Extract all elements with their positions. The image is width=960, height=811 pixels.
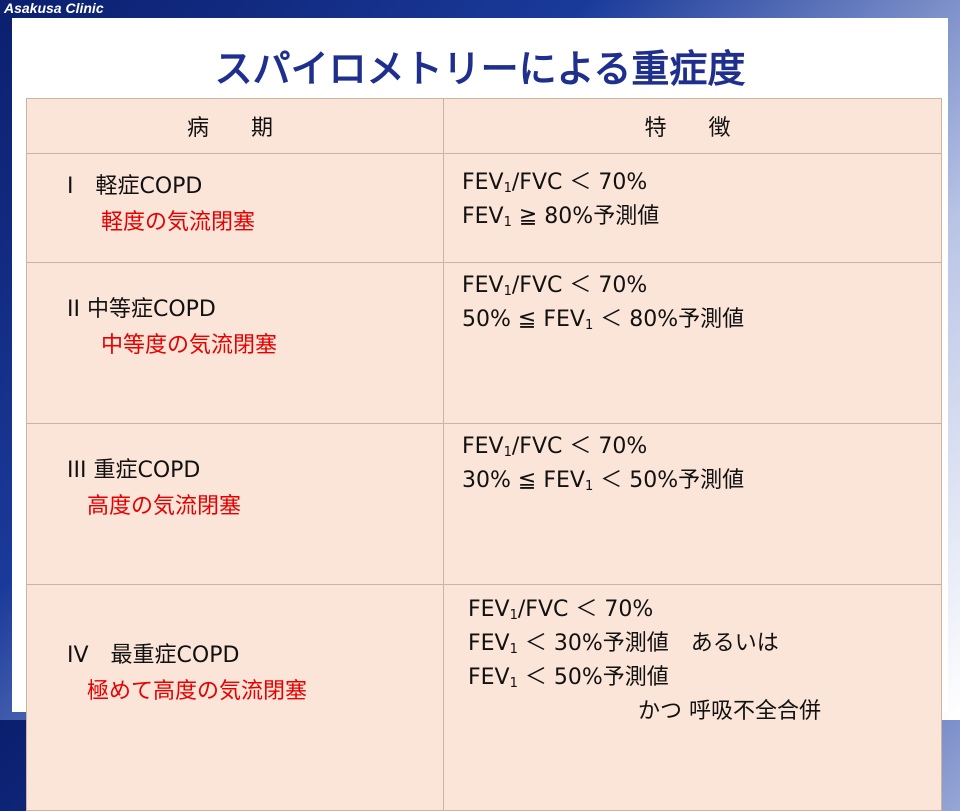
stage-label: III 重症COPD	[67, 458, 201, 483]
stage-label: IV 最重症COPD	[67, 643, 240, 668]
criteria-line: FEV1 ＜ 50%予測値	[468, 665, 669, 691]
criteria-cell: FEV1/FVC ＜ 70% 30% ≦ FEV1 ＜ 50%予測値	[443, 423, 942, 585]
severity-label: 高度の気流閉塞	[87, 494, 242, 519]
clinic-name: Asakusa Clinic	[4, 0, 104, 16]
criteria-line: 30% ≦ FEV1 ＜ 50%予測値	[462, 468, 745, 494]
criteria-line: FEV1/FVC ＜ 70%	[462, 273, 648, 299]
slide: スパイロメトリーによる重症度 病 期 特 徴 I 軽症COPD 軽度の気流閉塞 …	[12, 18, 948, 811]
severity-label: 軽度の気流閉塞	[101, 210, 256, 235]
stage-cell: IV 最重症COPD 極めて高度の気流閉塞	[26, 584, 444, 811]
table-row: I 軽症COPD 軽度の気流閉塞 FEV1/FVC ＜ 70% FEV1 ≧ 8…	[26, 153, 942, 263]
criteria-line: FEV1/FVC ＜ 70%	[462, 434, 648, 460]
criteria-line: FEV1/FVC ＜ 70%	[462, 170, 648, 196]
criteria-line: FEV1 ＜ 30%予測値 あるいは	[468, 631, 779, 657]
criteria-line: FEV1 ≧ 80%予測値	[462, 204, 660, 230]
criteria-cell: FEV1/FVC ＜ 70% FEV1 ＜ 30%予測値 あるいは FEV1 ＜…	[443, 584, 942, 811]
criteria-line: かつ 呼吸不全合併	[638, 699, 821, 724]
severity-table: 病 期 特 徴 I 軽症COPD 軽度の気流閉塞 FEV1/FVC ＜ 70% …	[26, 98, 942, 811]
table-row: IV 最重症COPD 極めて高度の気流閉塞 FEV1/FVC ＜ 70% FEV…	[26, 584, 942, 811]
criteria-cell: FEV1/FVC ＜ 70% 50% ≦ FEV1 ＜ 80%予測値	[443, 262, 942, 424]
stage-label: II 中等症COPD	[67, 297, 216, 322]
stage-cell: I 軽症COPD 軽度の気流閉塞	[26, 153, 444, 263]
header-stage: 病 期	[26, 98, 444, 154]
table-row: III 重症COPD 高度の気流閉塞 FEV1/FVC ＜ 70% 30% ≦ …	[26, 423, 942, 585]
stage-cell: III 重症COPD 高度の気流閉塞	[26, 423, 444, 585]
stage-label: I 軽症COPD	[67, 174, 203, 199]
criteria-line: FEV1/FVC ＜ 70%	[468, 597, 654, 623]
severity-label: 中等度の気流閉塞	[101, 333, 278, 358]
criteria-line: 50% ≦ FEV1 ＜ 80%予測値	[462, 307, 745, 333]
table-row: II 中等症COPD 中等度の気流閉塞 FEV1/FVC ＜ 70% 50% ≦…	[26, 262, 942, 424]
table-header-row: 病 期 特 徴	[26, 98, 942, 154]
slide-title: スパイロメトリーによる重症度	[214, 47, 746, 91]
severity-label: 極めて高度の気流閉塞	[87, 679, 308, 704]
header-features: 特 徴	[443, 98, 942, 154]
criteria-cell: FEV1/FVC ＜ 70% FEV1 ≧ 80%予測値	[443, 153, 942, 263]
stage-cell: II 中等症COPD 中等度の気流閉塞	[26, 262, 444, 424]
